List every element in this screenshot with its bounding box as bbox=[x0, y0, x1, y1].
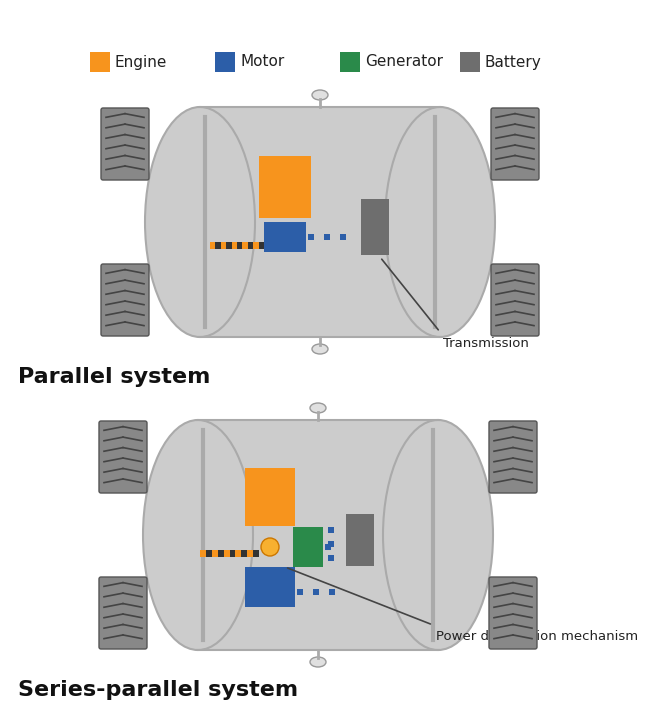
Bar bbox=[90, 52, 110, 72]
Bar bbox=[242, 241, 248, 249]
Bar bbox=[242, 550, 247, 556]
FancyBboxPatch shape bbox=[489, 421, 537, 493]
Text: Generator: Generator bbox=[365, 54, 443, 70]
Ellipse shape bbox=[145, 107, 255, 337]
Ellipse shape bbox=[310, 657, 326, 667]
Text: Transmission: Transmission bbox=[443, 337, 529, 350]
Text: Parallel system: Parallel system bbox=[18, 367, 211, 387]
Bar bbox=[259, 156, 311, 218]
Bar bbox=[221, 241, 226, 249]
Bar bbox=[308, 234, 314, 240]
FancyBboxPatch shape bbox=[99, 577, 147, 649]
Bar bbox=[346, 514, 374, 566]
Bar bbox=[460, 52, 480, 72]
Bar bbox=[217, 550, 223, 556]
FancyBboxPatch shape bbox=[489, 577, 537, 649]
Bar bbox=[200, 107, 440, 337]
Bar bbox=[206, 550, 212, 556]
Bar bbox=[253, 550, 259, 556]
Bar bbox=[229, 550, 236, 556]
Bar bbox=[245, 567, 295, 607]
Bar bbox=[236, 550, 242, 556]
Bar bbox=[247, 550, 253, 556]
Ellipse shape bbox=[310, 403, 326, 413]
Ellipse shape bbox=[143, 420, 253, 650]
FancyBboxPatch shape bbox=[491, 264, 539, 336]
Bar bbox=[215, 52, 235, 72]
Bar bbox=[264, 222, 306, 252]
Bar bbox=[328, 527, 334, 533]
Text: Motor: Motor bbox=[240, 54, 285, 70]
Bar bbox=[253, 241, 258, 249]
Bar bbox=[245, 468, 295, 526]
Bar bbox=[215, 241, 221, 249]
Bar bbox=[212, 550, 217, 556]
Bar bbox=[200, 550, 206, 556]
Bar bbox=[293, 527, 323, 567]
Bar bbox=[237, 241, 242, 249]
Bar bbox=[328, 541, 334, 547]
Text: Battery: Battery bbox=[485, 54, 541, 70]
FancyBboxPatch shape bbox=[101, 108, 149, 180]
Ellipse shape bbox=[383, 420, 493, 650]
Ellipse shape bbox=[385, 107, 495, 337]
Bar bbox=[223, 550, 229, 556]
Bar bbox=[210, 241, 215, 249]
Bar bbox=[198, 420, 438, 650]
Bar bbox=[226, 241, 231, 249]
FancyBboxPatch shape bbox=[101, 264, 149, 336]
Bar bbox=[361, 199, 389, 255]
Bar bbox=[258, 241, 264, 249]
Bar bbox=[328, 555, 334, 561]
FancyBboxPatch shape bbox=[491, 108, 539, 180]
Bar bbox=[329, 589, 335, 595]
Bar bbox=[297, 589, 303, 595]
Bar bbox=[340, 52, 360, 72]
Bar bbox=[324, 234, 330, 240]
Bar bbox=[313, 589, 319, 595]
Text: Series-parallel system: Series-parallel system bbox=[18, 680, 298, 700]
Bar bbox=[231, 241, 237, 249]
Text: Engine: Engine bbox=[115, 54, 167, 70]
Bar bbox=[340, 234, 346, 240]
Bar bbox=[325, 544, 331, 550]
Ellipse shape bbox=[312, 344, 328, 354]
Bar bbox=[248, 241, 253, 249]
Text: Power distribution mechanism: Power distribution mechanism bbox=[436, 630, 638, 643]
Ellipse shape bbox=[312, 90, 328, 100]
Circle shape bbox=[261, 538, 279, 556]
FancyBboxPatch shape bbox=[99, 421, 147, 493]
